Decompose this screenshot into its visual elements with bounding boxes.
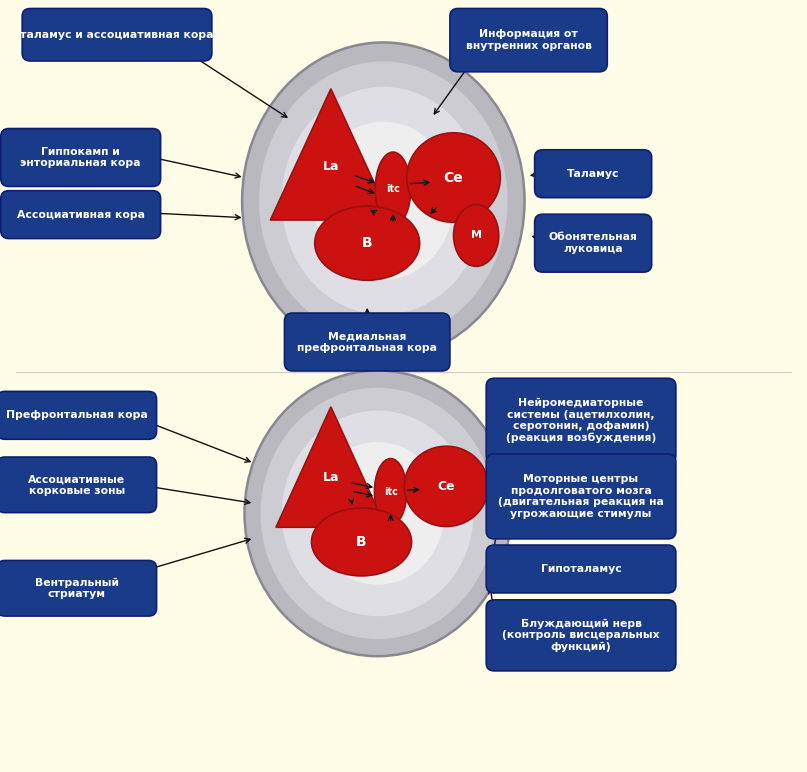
Ellipse shape: [312, 121, 454, 280]
FancyBboxPatch shape: [0, 457, 157, 513]
Ellipse shape: [375, 152, 411, 226]
Text: Вентральный
стриатум: Вентральный стриатум: [35, 577, 119, 599]
FancyBboxPatch shape: [486, 600, 675, 671]
FancyBboxPatch shape: [0, 560, 157, 616]
Text: M: M: [470, 231, 482, 240]
FancyBboxPatch shape: [486, 378, 675, 463]
FancyBboxPatch shape: [534, 214, 652, 272]
FancyBboxPatch shape: [450, 8, 607, 72]
Text: B: B: [356, 535, 367, 549]
Ellipse shape: [282, 411, 474, 616]
Text: La: La: [323, 160, 339, 173]
Ellipse shape: [312, 442, 444, 585]
Circle shape: [404, 446, 488, 527]
FancyBboxPatch shape: [534, 150, 652, 198]
Ellipse shape: [315, 206, 420, 280]
Ellipse shape: [261, 388, 495, 639]
FancyBboxPatch shape: [22, 8, 211, 61]
Text: Обонятельная
луковица: Обонятельная луковица: [549, 232, 638, 254]
Ellipse shape: [259, 62, 508, 340]
FancyBboxPatch shape: [0, 391, 157, 439]
Ellipse shape: [374, 459, 407, 525]
FancyBboxPatch shape: [486, 454, 675, 539]
Ellipse shape: [454, 205, 499, 266]
Text: itc: itc: [386, 185, 400, 194]
Text: Моторные центры
продолговатого мозга
(двигательная реакция на
угрожающие стимулы: Моторные центры продолговатого мозга (дв…: [498, 474, 664, 519]
FancyBboxPatch shape: [486, 545, 675, 593]
Text: Гиппокамп и
энториальная кора: Гиппокамп и энториальная кора: [20, 147, 141, 168]
Text: Информация от
внутренних органов: Информация от внутренних органов: [466, 29, 592, 51]
Text: B: B: [362, 236, 373, 250]
Text: itc: itc: [383, 487, 398, 496]
Text: Ce: Ce: [444, 171, 463, 185]
FancyBboxPatch shape: [1, 191, 161, 239]
Text: La: La: [323, 472, 339, 484]
Text: Ce: Ce: [437, 480, 455, 493]
Text: таламус и ассоциативная кора: таламус и ассоциативная кора: [20, 30, 214, 39]
Polygon shape: [270, 89, 391, 220]
Text: Медиальная
префронтальная кора: Медиальная префронтальная кора: [297, 331, 437, 353]
Circle shape: [407, 133, 500, 222]
Ellipse shape: [245, 371, 511, 656]
Text: Ассоциативные
корковые зоны: Ассоциативные корковые зоны: [28, 474, 125, 496]
FancyBboxPatch shape: [285, 313, 450, 371]
Ellipse shape: [242, 42, 525, 359]
Ellipse shape: [282, 86, 485, 315]
Text: Префронтальная кора: Префронтальная кора: [6, 411, 148, 420]
Text: Блуждающий нерв
(контроль висцеральных
функций): Блуждающий нерв (контроль висцеральных ф…: [502, 618, 660, 652]
Text: Нейромедиаторные
системы (ацетилхолин,
серотонин, дофамин)
(реакция возбуждения): Нейромедиаторные системы (ацетилхолин, с…: [506, 398, 656, 443]
Ellipse shape: [312, 508, 412, 576]
Text: Гипоталамус: Гипоталамус: [541, 564, 621, 574]
Polygon shape: [276, 407, 386, 527]
Text: Таламус: Таламус: [567, 169, 620, 178]
Text: Ассоциативная кора: Ассоциативная кора: [17, 210, 144, 219]
FancyBboxPatch shape: [1, 128, 161, 186]
